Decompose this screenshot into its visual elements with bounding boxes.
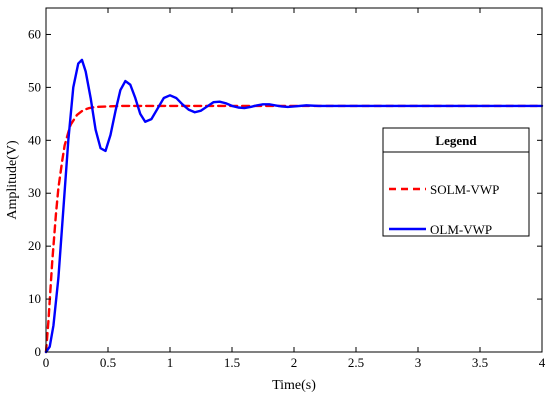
legend-entry-solm-vwp: SOLM-VWP bbox=[430, 182, 499, 197]
x-axis-ticks: 0 0.5 1 1.5 2 2.5 3 3.5 4 bbox=[43, 8, 546, 370]
x-tick-label: 2.5 bbox=[348, 355, 364, 370]
legend: Legend SOLM-VWP OLM-VWP bbox=[382, 127, 530, 237]
x-tick-label: 0.5 bbox=[100, 355, 116, 370]
x-tick-label: 0 bbox=[43, 355, 50, 370]
y-tick-label: 10 bbox=[28, 291, 41, 306]
legend-box bbox=[382, 127, 530, 237]
y-tick-label: 30 bbox=[28, 185, 41, 200]
y-axis-ticks: 0 10 20 30 40 50 60 bbox=[28, 26, 542, 359]
plot-area bbox=[44, 58, 544, 354]
x-tick-label: 3 bbox=[415, 355, 422, 370]
y-tick-label: 50 bbox=[28, 79, 41, 94]
y-tick-label: 0 bbox=[35, 344, 42, 359]
x-tick-label: 3.5 bbox=[472, 355, 488, 370]
series-line-olm-vwp bbox=[44, 58, 544, 354]
y-axis-label: Amplitude(V) bbox=[5, 140, 20, 220]
y-tick-label: 60 bbox=[28, 26, 41, 41]
y-tick-label: 20 bbox=[28, 238, 41, 253]
y-tick-label: 40 bbox=[28, 132, 41, 147]
x-tick-label: 4 bbox=[539, 355, 546, 370]
x-tick-label: 2 bbox=[291, 355, 298, 370]
x-tick-label: 1.5 bbox=[224, 355, 240, 370]
legend-entry-olm-vwp: OLM-VWP bbox=[430, 222, 492, 237]
axes-frame bbox=[45, 7, 543, 353]
x-axis-label: Time(s) bbox=[272, 378, 316, 393]
x-tick-label: 1 bbox=[167, 355, 174, 370]
legend-title: Legend bbox=[435, 133, 477, 148]
